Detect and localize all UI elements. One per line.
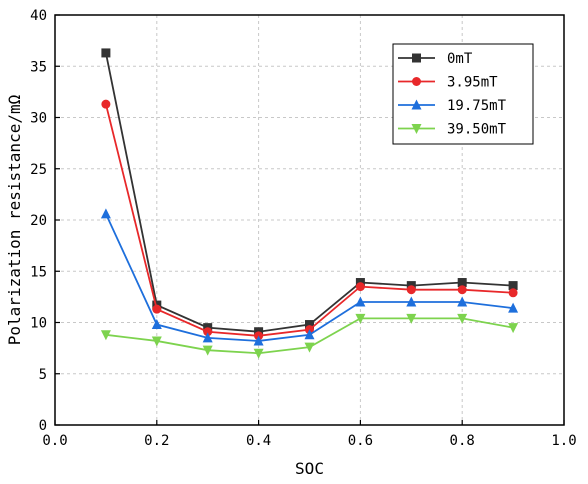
x-tick-label: 0.0 (42, 433, 67, 449)
data-point (508, 302, 519, 313)
legend-label: 19.75mT (447, 98, 507, 114)
data-point (203, 327, 213, 337)
data-point (355, 296, 366, 307)
data-point (457, 313, 468, 324)
x-tick-label: 0.8 (450, 433, 475, 449)
series-layer (100, 48, 519, 359)
data-point (151, 336, 162, 347)
data-point (100, 330, 111, 341)
y-tick-label: 0 (39, 418, 47, 434)
data-point (305, 320, 314, 330)
data-point (253, 348, 264, 359)
data-point (100, 208, 111, 219)
data-point (508, 288, 518, 298)
data-point (152, 304, 162, 314)
legend: 0mT 3.95mT 19.75mT 39.50mT (392, 43, 534, 145)
legend-marker (412, 77, 421, 86)
series-2 (100, 208, 519, 346)
data-point (457, 296, 468, 307)
y-tick-label: 30 (30, 111, 47, 127)
legend-marker (411, 99, 422, 110)
data-point (406, 285, 416, 295)
x-axis-label: SOC (295, 459, 324, 478)
legend-label: 0mT (447, 51, 473, 67)
legend-item: 39.50mT (398, 122, 507, 138)
x-tick-label: 0.4 (246, 433, 271, 449)
data-point (202, 332, 213, 343)
legend-item: 19.75mT (398, 98, 507, 114)
data-point (151, 319, 162, 330)
legend-item: 0mT (398, 51, 473, 67)
data-point (508, 323, 519, 334)
data-point (304, 329, 315, 340)
y-tick-label: 20 (30, 213, 47, 229)
data-point (508, 281, 518, 291)
y-axis-label: Polarization resistance/mΩ (5, 94, 24, 345)
y-tick-label: 35 (30, 59, 47, 75)
data-point (304, 342, 315, 353)
y-tick-label: 5 (39, 367, 47, 383)
data-point (355, 313, 366, 324)
data-point (253, 335, 264, 346)
axis-ticks: 0.0 0.2 0.4 0.6 0.8 1.0 0 5 10 15 20 25 30 35 40 (30, 8, 577, 449)
legend-item: 3.95mT (398, 75, 498, 91)
data-point (406, 313, 417, 324)
y-tick-label: 25 (30, 162, 47, 178)
x-tick-label: 1.0 (551, 433, 576, 449)
data-point (406, 296, 417, 307)
y-tick-label: 40 (30, 8, 47, 24)
data-point (101, 99, 111, 109)
y-tick-label: 10 (30, 316, 47, 332)
legend-label: 39.50mT (447, 122, 507, 138)
series-3 (100, 313, 519, 359)
legend-marker (411, 124, 422, 134)
x-tick-label: 0.2 (144, 433, 169, 449)
legend-label: 3.95mT (447, 75, 498, 91)
data-point (355, 282, 365, 292)
legend-marker (412, 53, 421, 63)
data-point (202, 345, 213, 356)
data-point (101, 48, 111, 58)
x-tick-label: 0.6 (348, 433, 373, 449)
data-point (457, 278, 467, 288)
data-point (457, 285, 467, 295)
y-tick-label: 15 (30, 264, 47, 280)
